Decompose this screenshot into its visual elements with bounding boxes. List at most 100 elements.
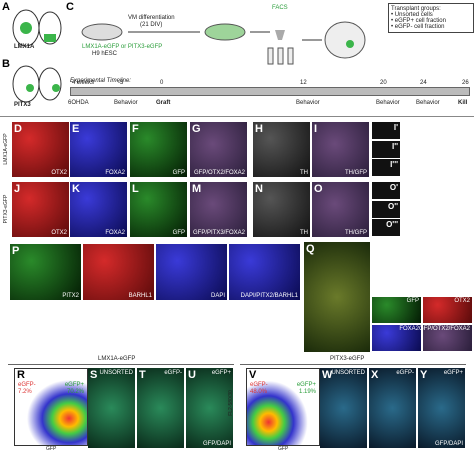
panel-letter: W	[322, 369, 333, 381]
panel-letter: M	[192, 183, 202, 195]
inset-letter: I''	[391, 141, 398, 151]
stain-label: OTX2	[51, 170, 67, 176]
inset-letter: I'	[393, 123, 398, 132]
panel-letter: D	[14, 123, 22, 135]
timeline-event: 6OHDA	[68, 100, 89, 106]
timeline-event: Behavior	[296, 100, 320, 106]
inset: OTX2	[423, 297, 472, 323]
row-label: LMX1A-eGFP	[3, 133, 9, 165]
cell-source: H9 hESC	[92, 51, 118, 57]
y-axis-label: FL2-580/30	[0, 390, 2, 416]
group-item: • Unsorted cells	[391, 12, 433, 18]
stain-label: DAPI/PITX2/BARHL1	[240, 293, 298, 299]
panel-letter: S	[90, 369, 98, 381]
divider	[0, 116, 474, 117]
micrograph: N TH	[253, 182, 310, 237]
stain-label: GFP	[172, 230, 185, 236]
inset: I'''	[372, 159, 400, 176]
timeline-time: 12	[300, 80, 307, 86]
transplant-groups: Transplant groups: • Unsorted cells • eGF…	[388, 3, 474, 33]
gate-name: eGFP-	[18, 382, 36, 388]
panel-letter: A	[2, 1, 10, 13]
image-label: eGFP-	[164, 370, 182, 376]
cell-line: LMX1A-eGFP or PITX3-eGFP	[82, 44, 163, 50]
facs-header-line	[240, 364, 466, 365]
workflow-schematic	[81, 21, 366, 65]
timeline-bar	[70, 87, 470, 96]
micrograph: F GFP	[130, 122, 187, 177]
micrograph: Q	[304, 242, 370, 352]
micrograph: P PITX2	[10, 244, 81, 300]
stain-label: BARHL1	[128, 293, 152, 299]
image-label: eGFP-	[396, 370, 414, 376]
timeline-time: -3	[118, 80, 124, 86]
timeline-event: Graft	[156, 100, 171, 106]
panel-letter: H	[255, 123, 263, 135]
y-axis-label: FL2-580/30	[227, 390, 234, 416]
stain-label: OTX2	[51, 230, 67, 236]
inset-letter: O''	[387, 201, 398, 211]
image-label: eGFP+	[443, 370, 463, 376]
panel-letter: U	[188, 369, 196, 381]
timeline-event: Kill	[458, 100, 468, 106]
timeline-time: 4 weeks	[72, 80, 95, 86]
duration: (21 DIV)	[140, 22, 163, 28]
timeline-time: 24	[420, 80, 427, 86]
inset-letter: O'	[389, 183, 398, 192]
panel-letter: K	[72, 183, 80, 195]
gate-percent: 1.19%	[298, 389, 316, 395]
image-label: UNSORTED	[99, 370, 133, 376]
panel-letter: V	[249, 369, 257, 381]
gate-percent: 70.2%	[66, 389, 84, 395]
micrograph: S UNSORTED	[88, 368, 135, 448]
gate-percent: 48.0%	[250, 389, 268, 395]
stain-label: TH	[300, 170, 308, 176]
stain-label: OTX2	[454, 298, 470, 304]
facs-header-line	[8, 364, 234, 365]
panel-letter: R	[17, 369, 25, 381]
panel-letter: O	[314, 183, 323, 195]
micrograph: I TH/GFP	[312, 122, 369, 177]
group-item: • eGFP- cell fraction	[391, 24, 445, 30]
panel-letter: N	[255, 183, 263, 195]
stain-label: PITX2	[62, 293, 79, 299]
stain-label: GFP/PITX3/FOXA2	[192, 230, 245, 236]
micrograph: M GFP/PITX3/FOXA2	[190, 182, 247, 237]
differentiation: VM differentiation	[128, 15, 175, 21]
inset: GFP/OTX2/FOXA2	[419, 325, 472, 351]
timeline-title: Experimental Timeline:	[70, 78, 131, 84]
gene-label: PITX3	[14, 102, 31, 108]
timeline-time: 26	[462, 80, 469, 86]
micrograph: D OTX2	[12, 122, 69, 177]
panel-letter: P	[12, 245, 20, 257]
x-axis-label: GFP	[46, 446, 57, 452]
micrograph: DAPI/PITX2/BARHL1	[229, 244, 300, 300]
stain-label: GFP/OTX2/FOXA2	[193, 170, 245, 176]
inset: O''	[372, 200, 400, 218]
micrograph: G GFP/OTX2/FOXA2	[190, 122, 247, 177]
panel-letter: L	[132, 183, 139, 195]
timeline-time: 0	[160, 80, 164, 86]
group-item: • eGFP+ cell fraction	[391, 18, 446, 24]
inset: I'	[372, 122, 400, 139]
panel-letter: C	[66, 1, 74, 13]
micrograph: O TH/GFP	[312, 182, 369, 237]
timeline-time: 20	[380, 80, 387, 86]
timeline-event: Behavior	[416, 100, 440, 106]
panel-letter: Q	[306, 243, 315, 255]
panel-letter: B	[2, 58, 10, 70]
inset: I''	[372, 140, 400, 158]
x-axis-label: GFP	[278, 446, 289, 452]
brain-schematic	[12, 65, 62, 103]
stain-label: DAPI	[210, 293, 225, 299]
stain-label: GFP	[406, 298, 419, 304]
inset: FOXA2	[372, 325, 421, 351]
panel-letter: G	[192, 123, 201, 135]
inset: O'''	[372, 219, 400, 236]
panel-letter: Y	[420, 369, 428, 381]
